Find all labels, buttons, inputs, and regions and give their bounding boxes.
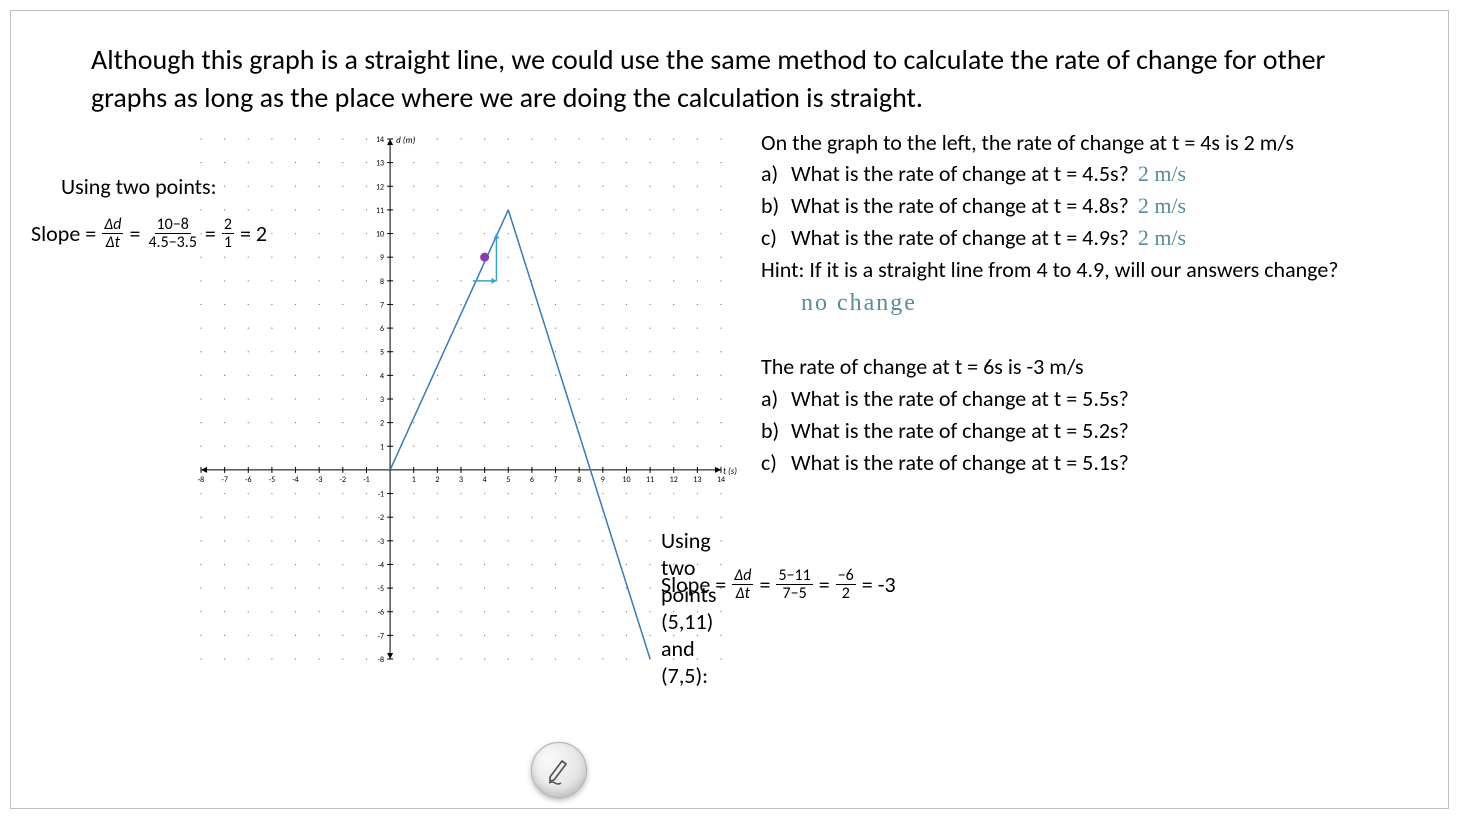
svg-text:1: 1	[412, 475, 416, 485]
rate-intro-2: The rate of change at t = 6s is -3 m/s	[761, 351, 1398, 383]
svg-text:-7: -7	[378, 631, 385, 641]
svg-text:4: 4	[380, 371, 384, 381]
svg-text:-6: -6	[378, 607, 385, 617]
svg-text:-2: -2	[340, 475, 347, 485]
intro-text: Although this graph is a straight line, …	[61, 41, 1398, 117]
slope-label: Slope =	[31, 220, 96, 247]
position-time-graph: -8-7-6-5-4-3-2-11234567891011121314-8-7-…	[181, 119, 741, 679]
hint-text: Hint: If it is a straight line from 4 to…	[761, 254, 1398, 321]
slide-canvas: Although this graph is a straight line, …	[10, 10, 1449, 809]
svg-text:2: 2	[435, 475, 439, 485]
slope-equation-2: Slope = Δd Δt = 5−11 7−5 = −6 2 = -3	[661, 567, 896, 603]
svg-text:-8: -8	[378, 655, 385, 665]
svg-text:7: 7	[554, 475, 558, 485]
svg-text:9: 9	[601, 475, 605, 485]
handwritten-answer: 2 m/s	[1138, 161, 1186, 186]
svg-text:6: 6	[380, 324, 384, 334]
svg-text:-3: -3	[378, 536, 385, 546]
question-item: c)What is the rate of change at t = 4.9s…	[761, 222, 1398, 254]
svg-text:9: 9	[380, 253, 384, 263]
svg-text:13: 13	[376, 158, 384, 168]
handwritten-answer: 2 m/s	[1138, 193, 1186, 218]
svg-text:14: 14	[376, 135, 384, 145]
svg-text:2: 2	[380, 418, 384, 428]
svg-text:8: 8	[577, 475, 581, 485]
slope-result-2: = -3	[862, 571, 896, 598]
svg-text:d (m): d (m)	[396, 135, 416, 146]
svg-text:5: 5	[380, 347, 384, 357]
svg-text:12: 12	[376, 182, 384, 192]
svg-text:-1: -1	[378, 489, 385, 499]
svg-text:-7: -7	[221, 475, 228, 485]
svg-text:11: 11	[646, 475, 654, 485]
svg-text:-1: -1	[363, 475, 370, 485]
right-column: On the graph to the left, the rate of ch…	[741, 127, 1398, 479]
svg-text:8: 8	[380, 276, 384, 286]
handwritten-answer-nochange: no change	[801, 290, 917, 316]
question-item: b)What is the rate of change at t = 5.2s…	[761, 415, 1398, 447]
question-item: a)What is the rate of change at t = 5.5s…	[761, 383, 1398, 415]
left-column: Using two points: Slope = Δd Δt = 10−8 4…	[61, 127, 741, 252]
svg-text:3: 3	[380, 395, 384, 405]
slope-label-2: Slope =	[661, 571, 726, 598]
svg-text:-5: -5	[269, 475, 276, 485]
svg-text:t (s): t (s)	[723, 466, 737, 477]
svg-text:13: 13	[693, 475, 701, 485]
svg-text:-6: -6	[245, 475, 252, 485]
svg-text:1: 1	[380, 442, 384, 452]
svg-text:10: 10	[622, 475, 630, 485]
svg-text:11: 11	[376, 206, 384, 216]
svg-text:-2: -2	[378, 513, 385, 523]
svg-text:10: 10	[376, 229, 384, 239]
question-item: a)What is the rate of change at t = 4.5s…	[761, 158, 1398, 190]
question-item: c)What is the rate of change at t = 5.1s…	[761, 447, 1398, 479]
handwritten-answer: 2 m/s	[1138, 225, 1186, 250]
svg-text:-4: -4	[292, 475, 299, 485]
svg-text:-3: -3	[316, 475, 323, 485]
svg-text:7: 7	[380, 300, 384, 310]
pen-tool-icon[interactable]	[531, 742, 587, 798]
svg-text:-4: -4	[378, 560, 385, 570]
svg-text:3: 3	[459, 475, 463, 485]
svg-text:5: 5	[506, 475, 510, 485]
rate-intro-1: On the graph to the left, the rate of ch…	[761, 127, 1398, 159]
svg-text:6: 6	[530, 475, 534, 485]
using-two-points-label-2: Using two points (5,11) and (7,5):	[661, 527, 741, 689]
question-block-2: The rate of change at t = 6s is -3 m/s a…	[761, 351, 1398, 479]
question-list-2: a)What is the rate of change at t = 5.5s…	[761, 383, 1398, 479]
svg-text:-5: -5	[378, 584, 385, 594]
content-row: Using two points: Slope = Δd Δt = 10−8 4…	[61, 127, 1398, 479]
svg-text:-8: -8	[198, 475, 205, 485]
question-item: b)What is the rate of change at t = 4.8s…	[761, 190, 1398, 222]
frac-dd-dt: Δd Δt	[102, 216, 123, 252]
question-list-1: a)What is the rate of change at t = 4.5s…	[761, 158, 1398, 254]
svg-text:4: 4	[483, 475, 487, 485]
svg-text:12: 12	[670, 475, 678, 485]
